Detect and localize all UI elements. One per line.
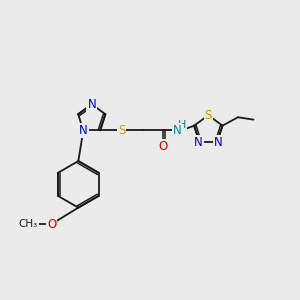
Text: N: N (172, 124, 181, 137)
Text: N: N (87, 98, 96, 111)
Text: H: H (178, 120, 186, 130)
Text: N: N (194, 136, 203, 149)
Text: O: O (158, 140, 167, 153)
Text: S: S (205, 109, 212, 122)
Text: O: O (47, 218, 56, 231)
Text: N: N (214, 136, 223, 149)
Text: CH₃: CH₃ (19, 219, 38, 229)
Text: N: N (79, 124, 88, 137)
Text: S: S (118, 124, 125, 137)
